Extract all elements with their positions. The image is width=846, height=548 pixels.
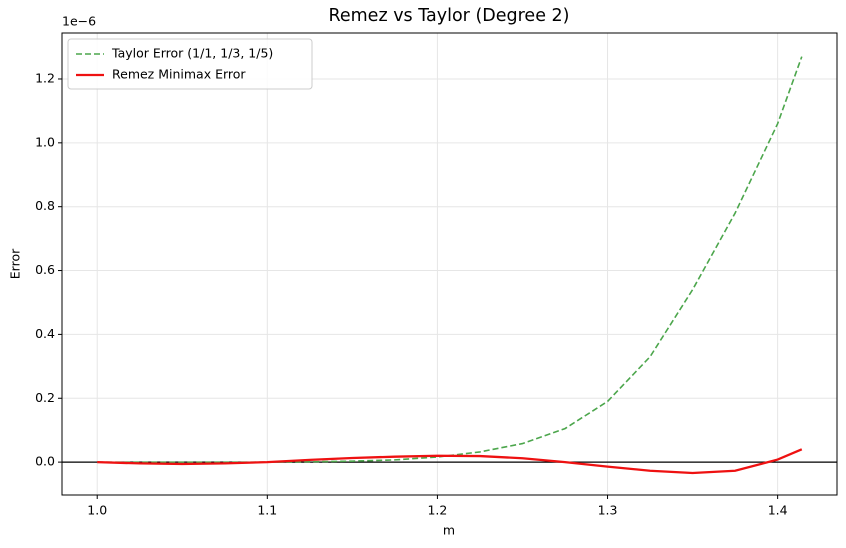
y-axis-label: Error [8, 248, 23, 279]
x-tick-label: 1.3 [598, 503, 618, 518]
y-tick-label: 0.0 [35, 454, 55, 469]
plot-frame [61, 32, 838, 496]
y-tick-label: 0.4 [35, 326, 55, 341]
y-offset-label: 1e−6 [62, 14, 96, 29]
y-tick-label: 1.0 [35, 134, 55, 149]
legend-label: Taylor Error (1/1, 1/3, 1/5) [111, 46, 273, 61]
x-tick-label: 1.2 [427, 503, 447, 518]
x-tick-label: 1.0 [87, 503, 107, 518]
y-tick-label: 1.2 [35, 70, 55, 85]
x-axis-label: m [443, 523, 455, 538]
series-line [97, 56, 803, 463]
y-tick-label: 0.6 [35, 262, 55, 277]
y-tick-label: 0.8 [35, 198, 55, 213]
x-tick-label: 1.4 [768, 503, 788, 518]
chart-title: Remez vs Taylor (Degree 2) [329, 6, 570, 26]
y-tick-label: 0.2 [35, 390, 55, 405]
series-line [97, 448, 803, 475]
legend-box [67, 38, 313, 90]
x-tick-label: 1.1 [257, 503, 277, 518]
legend-label: Remez Minimax Error [112, 67, 246, 82]
